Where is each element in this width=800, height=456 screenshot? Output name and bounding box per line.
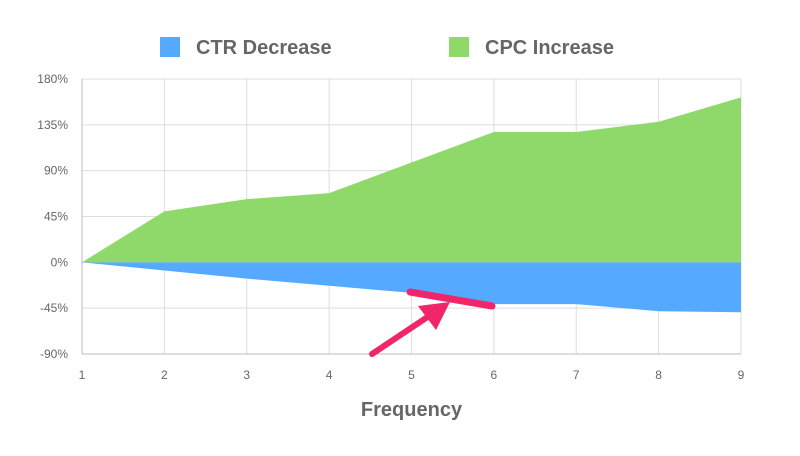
legend-label-cpc-increase: CPC Increase xyxy=(485,37,614,59)
y-tick-label: -90% xyxy=(40,347,68,361)
y-tick-label: -45% xyxy=(40,301,68,315)
highlight-stroke xyxy=(406,288,496,310)
areas xyxy=(82,97,741,313)
x-tick-label: 5 xyxy=(408,368,415,382)
annotation-arrow xyxy=(369,288,496,357)
axes xyxy=(81,79,741,355)
y-tick-label: 180% xyxy=(37,72,68,86)
x-tick-label: 1 xyxy=(79,368,86,382)
y-tick-label: 0% xyxy=(51,255,69,269)
legend: CTR Decrease CPC Increase xyxy=(160,37,614,59)
y-tick-labels: -90% -45% 0% 45% 90% 135% 180% xyxy=(37,72,68,361)
area-ctr-decrease xyxy=(82,262,741,313)
x-tick-label: 7 xyxy=(573,368,580,382)
x-tick-label: 4 xyxy=(326,368,333,382)
arrow-shaft xyxy=(369,311,435,357)
area-cpc-increase xyxy=(82,97,741,263)
arrow-head xyxy=(418,302,450,330)
legend-swatch-cpc-increase xyxy=(449,37,469,57)
x-tick-label: 3 xyxy=(243,368,250,382)
x-tick-label: 6 xyxy=(491,368,498,382)
y-tick-label: 45% xyxy=(44,210,68,224)
x-tick-label: 2 xyxy=(161,368,168,382)
x-tick-label: 9 xyxy=(738,368,745,382)
x-tick-label: 8 xyxy=(655,368,662,382)
x-axis-title: Frequency xyxy=(361,399,463,421)
y-tick-label: 135% xyxy=(37,118,68,132)
x-tick-labels: 1 2 3 4 5 6 7 8 9 xyxy=(79,368,745,382)
legend-swatch-ctr-decrease xyxy=(160,37,180,57)
legend-label-ctr-decrease: CTR Decrease xyxy=(196,37,332,59)
y-tick-label: 90% xyxy=(44,164,68,178)
